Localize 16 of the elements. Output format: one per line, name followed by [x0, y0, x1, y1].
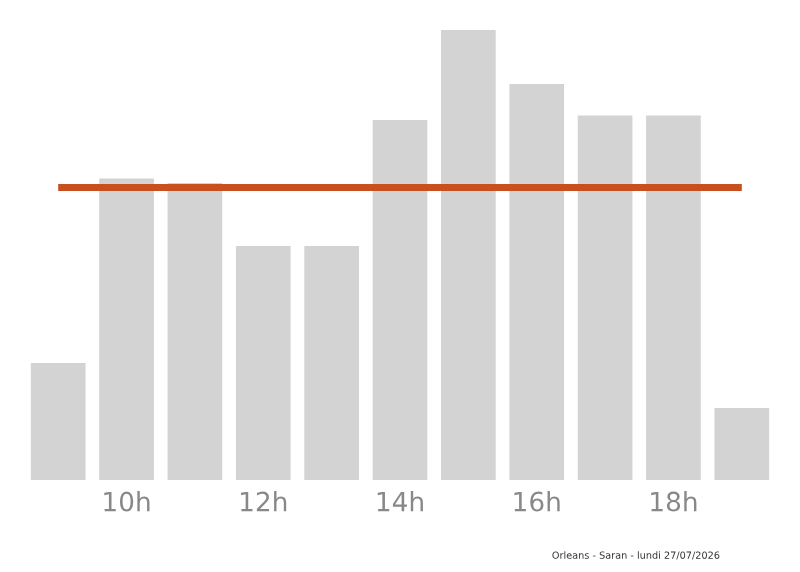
- x-tick-label: 18h: [651, 491, 697, 512]
- bar: [304, 246, 359, 480]
- bar: [714, 408, 770, 480]
- x-tick-label: 14h: [377, 491, 423, 512]
- bar: [577, 115, 633, 480]
- x-tick-label: 12h: [241, 491, 287, 512]
- bar: [30, 363, 86, 480]
- x-tick-label: 16h: [514, 491, 560, 512]
- bar: [167, 183, 223, 480]
- bar: [235, 246, 291, 480]
- bar: [509, 84, 565, 480]
- bar: [99, 178, 154, 480]
- bar: [441, 30, 496, 480]
- x-tick-label: 10h: [104, 491, 150, 512]
- bar: [372, 120, 428, 480]
- bar: [646, 115, 701, 480]
